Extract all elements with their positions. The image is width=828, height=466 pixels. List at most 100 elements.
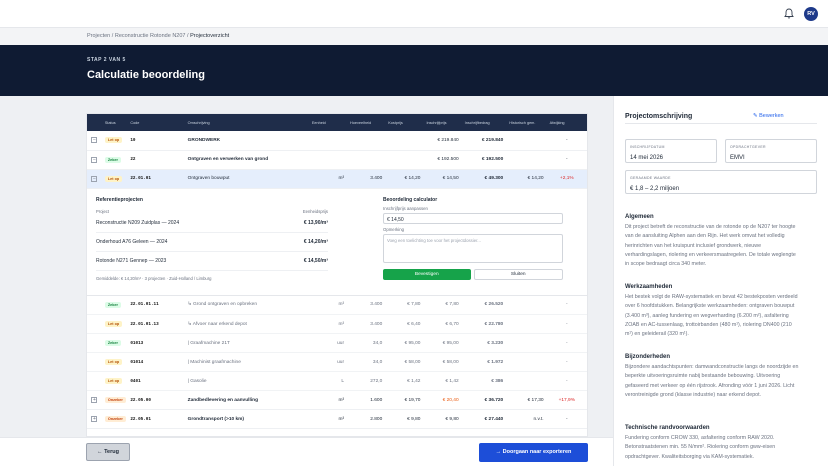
quantity-cell <box>347 131 386 151</box>
expand-toggle[interactable]: − <box>91 175 98 182</box>
step-indicator: STAP 2 VAN 5 <box>87 57 126 63</box>
status-badge: Let op <box>104 321 123 327</box>
bell-icon[interactable] <box>784 8 794 19</box>
reference-row: Rotonde N271 Gennep — 2023 € 14,50/m³ <box>96 252 328 271</box>
breadcrumb-item[interactable]: Reconstructie Rotonde N207 <box>114 33 186 39</box>
status-badge: Let op <box>104 378 123 384</box>
price-input[interactable]: € 14,50 <box>383 212 563 224</box>
description-cell: Ontgraven en verwerken van grond <box>184 150 309 170</box>
edit-link[interactable]: ✎ Bewerken <box>753 113 784 119</box>
col-header[interactable]: Omschrijving <box>184 114 309 131</box>
col-header[interactable]: Hoeveelheid <box>347 114 386 131</box>
description-cell: GRONDWERK <box>184 131 309 151</box>
toggle-cell[interactable]: − <box>87 169 102 189</box>
expand-toggle[interactable]: − <box>91 137 98 144</box>
client-card: OPDRACHTGEVER EMVI <box>725 139 817 163</box>
ref-name: Reconstructie N209 Zuidplas — 2024 <box>96 219 180 226</box>
table-row[interactable]: + Onzeker 22.05.00 Zandbedlevering en aanvu… <box>87 390 587 410</box>
code-cell: 01014 <box>127 352 185 372</box>
amount-cell: € 26.520 <box>461 295 507 315</box>
confirm-button[interactable]: Bevestigen <box>383 268 471 280</box>
back-button[interactable]: ← Terug <box>86 443 130 461</box>
expand-toggle[interactable]: + <box>91 397 98 403</box>
status-cell: Let op <box>101 131 128 151</box>
col-header[interactable]: Kostprijs <box>385 114 424 131</box>
toggle-cell[interactable]: + <box>87 390 102 410</box>
table-row[interactable]: Zeker 22.01.01.11 ↳ Grond ontgraven en opb… <box>87 295 587 315</box>
cost-cell: € 14,20 <box>385 169 424 189</box>
status-cell: Onzeker <box>101 409 128 429</box>
note-textarea[interactable]: Voeg een toelichting toe voor het projec… <box>383 233 563 263</box>
description-cell: ↳ Grond ontgraven en opbreken <box>184 295 309 315</box>
description-cell: Zandbedlevering en aanvulling <box>184 390 309 410</box>
breadcrumb-item[interactable]: Projecten <box>87 33 111 39</box>
description-cell: Grondtransport (>10 km) <box>184 409 309 429</box>
ref-price: € 13,90/m³ <box>303 219 328 226</box>
top-bar: RV <box>0 0 828 28</box>
col-header[interactable]: Inschrijfprijs <box>423 114 462 131</box>
cost-cell: € 7,80 <box>385 295 424 315</box>
table-header: Status Code Omschrijving Eenheid Hoeveel… <box>87 114 587 131</box>
value-label: GERAAMDE WAARDE <box>630 176 671 180</box>
historic-cell <box>506 131 547 151</box>
close-button[interactable]: Sluiten <box>473 268 563 280</box>
amount-cell: € 386 <box>461 371 507 391</box>
table-row[interactable]: Let op 0401 | Gasolie L 272,0 € 1,42 € 1,42 € 3… <box>87 371 587 391</box>
table-row[interactable]: − Let op 22.01.01 Ontgraven bouwput m³ 3.400 €… <box>87 169 587 189</box>
avatar[interactable]: RV <box>804 7 818 21</box>
section-text: Fundering conform CROW 330, asfaltering … <box>625 435 776 460</box>
col-header[interactable]: Eenheid <box>308 114 348 131</box>
quantity-cell: 1.600 <box>347 390 386 410</box>
section-title: Werkzaamheden <box>625 284 673 290</box>
col-header[interactable]: Afwijking <box>546 114 587 131</box>
unit-cell: m³ <box>308 169 348 189</box>
cost-cell <box>385 131 424 151</box>
ref-col-price: Eenheidsprijs <box>302 208 328 214</box>
ref-name: Onderhoud A76 Geleen — 2024 <box>96 238 168 245</box>
status-badge: Onzeker <box>104 397 126 403</box>
amount-cell: € 1.972 <box>461 352 507 372</box>
calculator-title: Beoordeling calculator <box>383 196 438 203</box>
table-row[interactable]: + Onzeker 22.05.01 Grondtransport (>10 km) m… <box>87 409 587 429</box>
status-cell: Let op <box>101 169 128 189</box>
historic-cell: € 17,30 <box>506 390 547 410</box>
toggle-cell[interactable]: + <box>87 409 102 429</box>
section-text: Dit project betreft de reconstructie van… <box>625 224 796 268</box>
unitprice-cell: € 58,00 <box>423 352 462 372</box>
status-badge: Let op <box>104 137 123 144</box>
code-cell: 22 <box>127 150 185 170</box>
col-header[interactable]: Inschrijfbedrag <box>461 114 507 131</box>
quantity-cell: 3.400 <box>347 314 386 334</box>
col-header[interactable]: Code <box>127 114 185 131</box>
unit-cell: m³ <box>308 314 348 334</box>
table-row[interactable]: Zeker 01013 | Graafmachine 21T uur 34,0 € 95,… <box>87 333 587 353</box>
expand-toggle[interactable]: + <box>91 416 98 422</box>
project-sidebar: Projectomschrijving ✎ Bewerken INSCHRIJF… <box>613 96 828 466</box>
export-button[interactable]: → Doorgaan naar exporteren <box>479 443 588 462</box>
amount-cell: € 3.230 <box>461 333 507 353</box>
historic-cell: € 14,20 <box>506 169 547 189</box>
status-cell: Zeker <box>101 150 128 170</box>
unitprice-cell: € 14,50 <box>423 169 462 189</box>
description-cell: Ontgraven bouwput <box>184 169 309 189</box>
table-row[interactable]: Let op 22.01.01.13 ↳ Afvoer naar erkend de… <box>87 314 587 334</box>
status-cell: Let op <box>101 352 128 372</box>
toggle-cell[interactable]: − <box>87 150 102 170</box>
unitprice-cell: € 192.500 <box>423 150 462 170</box>
unit-cell: uur <box>308 352 348 372</box>
table-row[interactable]: − Zeker 22 Ontgraven en verwerken van grond… <box>87 150 587 170</box>
col-header[interactable]: Status <box>101 114 128 131</box>
edit-label: Bewerken <box>759 113 784 119</box>
table-row[interactable]: − Let op 10 GRONDWERK € 219.840 € 219.840 - <box>87 131 587 151</box>
table-row[interactable]: Let op 01014 | Machinist graafmachine uur 34… <box>87 352 587 372</box>
toggle-cell <box>87 295 102 315</box>
description-cell: ↳ Afvoer naar erkend depot <box>184 314 309 334</box>
unitprice-cell: € 7,80 <box>423 295 462 315</box>
historic-cell <box>506 352 547 372</box>
deviation-cell: - <box>546 131 587 151</box>
ref-price: € 14,50/m³ <box>303 257 328 264</box>
code-cell: 0401 <box>127 371 185 391</box>
toggle-cell[interactable]: − <box>87 131 102 151</box>
col-header[interactable]: Historisch gem. <box>506 114 547 131</box>
expand-toggle[interactable]: − <box>91 156 98 163</box>
